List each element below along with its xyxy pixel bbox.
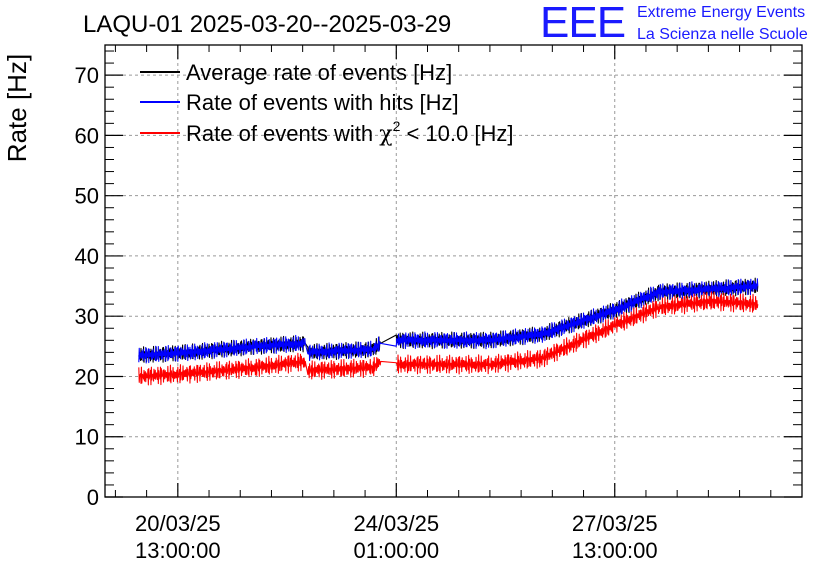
y-tick-label: 20 [75, 364, 99, 389]
x-tick-label-time: 01:00:00 [353, 538, 439, 563]
x-tick-label-date: 20/03/25 [135, 511, 221, 536]
eee-logo-letters: EEE [540, 0, 626, 47]
legend: Average rate of events [Hz] Rate of even… [140, 60, 513, 147]
eee-logo: EEE Extreme Energy Events La Scienza nel… [540, 0, 830, 47]
y-tick-label: 40 [75, 244, 99, 269]
grid [105, 45, 802, 498]
y-ticks: 0 10 20 30 40 50 60 70 [75, 50, 802, 510]
x-tick-label-time: 13:00:00 [572, 538, 658, 563]
y-tick-label: 50 [75, 184, 99, 209]
chart-title: LAQU-01 2025-03-20--2025-03-29 [83, 11, 451, 38]
y-tick-label: 0 [87, 485, 99, 510]
legend-chi2-prefix: Rate of events with [186, 121, 379, 146]
eee-logo-line2: La Scienza nelle Scuole [637, 26, 808, 43]
plot-frame [104, 44, 803, 498]
legend-chi2-sup: 2 [393, 118, 401, 134]
x-tick-label-date: 27/03/25 [572, 511, 658, 536]
y-tick-label: 10 [75, 425, 99, 450]
y-tick-label: 70 [75, 63, 99, 88]
y-tick-label: 30 [75, 304, 99, 329]
x-tick-label-date: 24/03/25 [353, 511, 439, 536]
y-tick-label: 60 [75, 123, 99, 148]
legend-chi2-suffix: < 10.0 [Hz] [400, 121, 513, 146]
series-layer [138, 277, 759, 386]
series-line-2 [138, 291, 759, 386]
legend-label-chi2: Rate of events with χ2 < 10.0 [Hz] [186, 118, 513, 147]
y-axis-label: Rate [Hz] [2, 54, 32, 162]
eee-logo-line1: Extreme Energy Events [637, 4, 806, 21]
legend-label-hits: Rate of events with hits [Hz] [186, 90, 459, 115]
legend-label-average: Average rate of events [Hz] [186, 60, 452, 85]
series-line-1 [138, 278, 759, 364]
x-ticks: 20/03/2513:00:0024/03/2501:00:0027/03/25… [114, 45, 803, 563]
x-tick-label-time: 13:00:00 [135, 538, 221, 563]
legend-chi2-symbol: χ [379, 122, 392, 147]
